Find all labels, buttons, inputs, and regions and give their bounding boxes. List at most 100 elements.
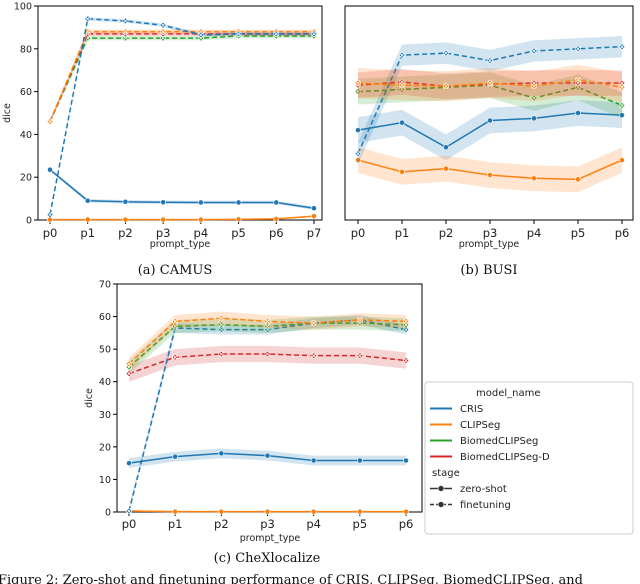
line-cris-zero-shot (49, 169, 315, 209)
chart-busi: p0 p1 p2 p3 p4 p5 p6 prompt_type (b) BUSI (344, 5, 634, 278)
ytick-label: 50 (99, 345, 111, 356)
plot-frame-busi (344, 5, 634, 221)
point-clipseg-finetuning (355, 80, 361, 86)
point-clipseg-finetuning (356, 316, 363, 323)
legend-title-model: model_name (476, 388, 541, 399)
band-clipseg-finetuning (50, 29, 314, 124)
point-cris-zero-shot (160, 199, 167, 206)
point-cris-finetuning (399, 52, 405, 59)
point-clipseg-finetuning (218, 315, 225, 322)
xtick-label: p0 (43, 226, 58, 240)
xtick-label: p2 (214, 517, 229, 531)
point-cris-finetuning (84, 15, 91, 22)
point-cris-zero-shot (126, 460, 132, 467)
point-clipseg-zero-shot (172, 508, 179, 515)
point-cris-zero-shot (218, 450, 225, 457)
line-clipseg-finetuning (49, 30, 314, 122)
point-cris-zero-shot (310, 457, 317, 464)
point-cris-finetuning (355, 150, 361, 157)
line-biomedclipseg-finetuning (49, 35, 314, 122)
point-cris-zero-shot (172, 453, 179, 460)
point-clipseg-zero-shot (273, 216, 280, 222)
legend-box (424, 381, 634, 535)
caption-camus: (a) CAMUS (138, 263, 213, 278)
ytick-label: 60 (99, 312, 111, 323)
xtick-label: p5 (353, 517, 368, 531)
point-clipseg-finetuning (172, 318, 179, 325)
ytick-label: 80 (20, 44, 32, 55)
point-clipseg-zero-shot (356, 508, 363, 515)
point-cris-zero-shot (443, 144, 449, 151)
ytick-label: 60 (20, 87, 32, 98)
point-clipseg-finetuning (160, 28, 167, 35)
point-cris-finetuning (619, 43, 625, 50)
point-cris-zero-shot (356, 457, 363, 464)
point-clipseg-finetuning (443, 83, 449, 90)
point-biomedclipseg-finetuning (531, 95, 537, 101)
caption-chexlocalize: (c) CheXlocalize (214, 551, 321, 566)
point-cris-zero-shot (122, 198, 129, 205)
point-clipseg-finetuning (531, 83, 537, 90)
point-cris-finetuning (122, 18, 129, 24)
point-cris-zero-shot (197, 199, 204, 206)
point-biomedclipseg-d-finetuning (310, 352, 317, 359)
ytick-label: 0 (26, 216, 32, 227)
point-cris-finetuning (273, 30, 280, 37)
point-clipseg-finetuning (122, 28, 129, 35)
point-clipseg-zero-shot (218, 508, 225, 515)
figure-caption: Figure 2: Zero-shot and finetuning perfo… (0, 573, 583, 584)
point-clipseg-zero-shot (531, 175, 537, 182)
xlabel-chexlocalize: prompt_type (240, 533, 301, 544)
legend-title-stage: stage (432, 468, 460, 479)
line-cris-finetuning (49, 18, 314, 215)
point-cris-finetuning (160, 22, 167, 29)
ytick-label: 30 (99, 410, 111, 421)
point-clipseg-zero-shot (264, 508, 271, 515)
point-cris-zero-shot (264, 452, 271, 459)
xtick-label: p3 (483, 226, 498, 240)
xtick-label: p0 (122, 517, 137, 531)
legend-label-cris: CRIS (460, 404, 483, 415)
point-cris-finetuning (487, 57, 493, 64)
xtick-label: p4 (194, 226, 209, 240)
point-biomedclipseg-finetuning (218, 321, 225, 328)
point-biomedclipseg-d-finetuning (218, 351, 225, 357)
caption-busi: (b) BUSI (460, 263, 517, 278)
point-clipseg-finetuning (403, 318, 409, 325)
xtick-label: p7 (307, 226, 322, 240)
legend: model_name CRIS CLIPSeg BiomedCLIPSeg Biomed… (424, 381, 634, 535)
point-cris-finetuning (47, 211, 53, 218)
point-biomedclipseg-d-finetuning (126, 370, 132, 377)
band-cris-zero-shot (50, 167, 314, 210)
xtick-label: p0 (351, 226, 366, 240)
legend-label-finetuning: finetuning (460, 500, 511, 511)
point-cris-finetuning (311, 30, 317, 37)
point-clipseg-finetuning (264, 318, 271, 325)
legend-label-clipseg: CLIPSeg (460, 420, 500, 431)
point-clipseg-finetuning (47, 118, 53, 125)
chart-camus: p0 p1 p2 p3 p4 p5 p6 p7 0 20 40 60 80 100 dice prompt… (2, 2, 323, 278)
point-cris-finetuning (575, 45, 581, 52)
point-clipseg-finetuning (399, 82, 405, 89)
ylabel-chexlocalize: dice (84, 388, 95, 408)
ytick-label: 10 (99, 475, 111, 486)
point-biomedclipseg-finetuning (619, 102, 625, 109)
xtick-label: p3 (260, 517, 275, 531)
point-clipseg-zero-shot (311, 213, 317, 220)
chart-chexlocalize: p0 p1 p2 p3 p4 p5 p6 0 10 20 30 40 50 60 70 dice promp… (84, 280, 423, 566)
point-clipseg-zero-shot (399, 168, 405, 175)
point-cris-zero-shot (619, 112, 625, 119)
point-biomedclipseg-d-finetuning (264, 351, 271, 357)
ytick-label: 20 (20, 173, 32, 184)
xtick-label: p6 (615, 226, 630, 240)
point-biomedclipseg-d-finetuning (172, 354, 179, 361)
point-clipseg-zero-shot (160, 216, 167, 223)
xtick-label: p2 (439, 226, 454, 240)
band-biomedclipseg-finetuning (50, 33, 314, 124)
point-clipseg-zero-shot (84, 216, 91, 223)
band-biomedclipseg-d-finetuning (50, 31, 314, 124)
line-clipseg-zero-shot (50, 215, 315, 221)
point-biomedclipseg-finetuning (160, 35, 167, 41)
point-clipseg-finetuning (575, 76, 581, 83)
